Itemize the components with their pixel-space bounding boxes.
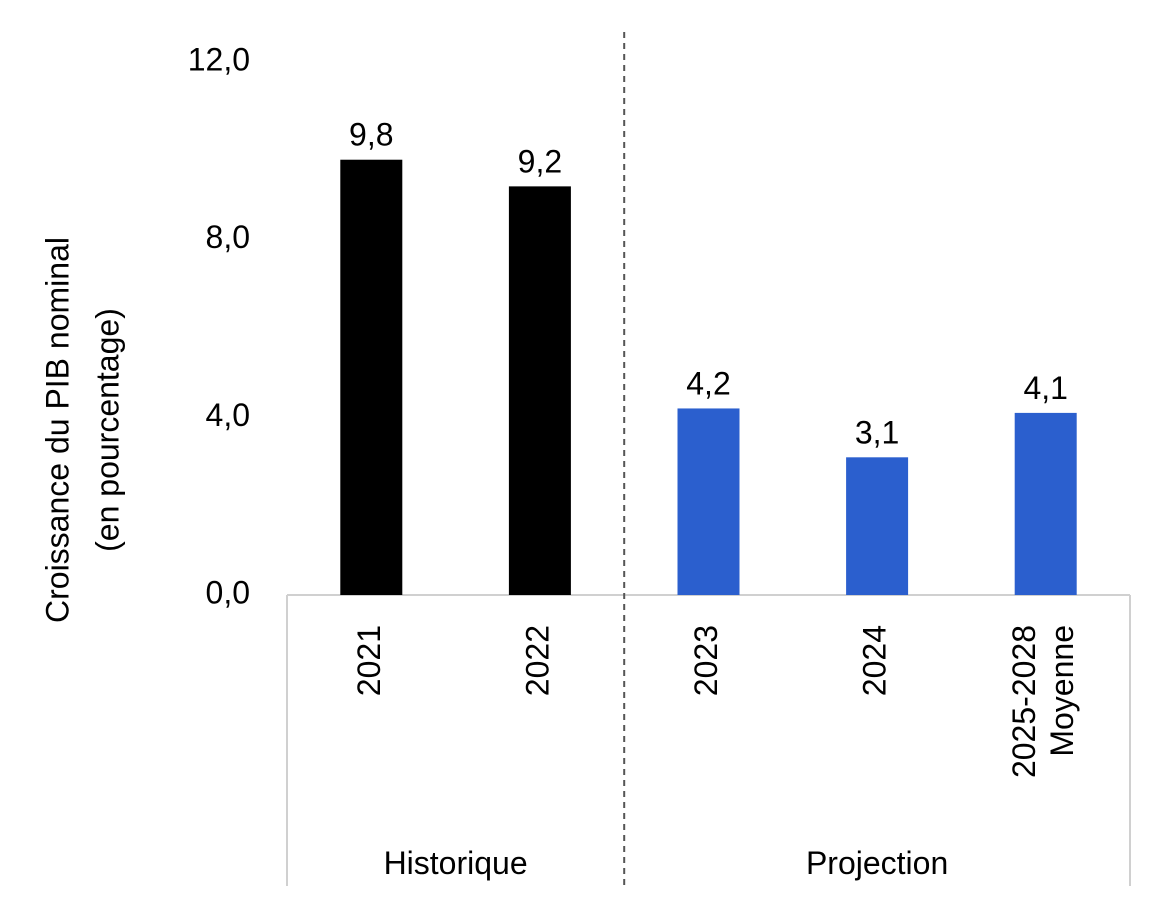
data-label: 9,8 (349, 117, 393, 153)
data-labels: 9,8 9,2 4,2 3,1 4,1 (349, 117, 1068, 451)
y-axis-title-line: Croissance du PIB nominal (39, 237, 75, 623)
category-label: 2025-2028 (1006, 625, 1042, 778)
bar-2023 (677, 408, 740, 595)
category-label: 2021 (351, 625, 387, 696)
data-label: 4,1 (1023, 370, 1067, 406)
category-label: 2023 (688, 625, 724, 696)
bar-2022 (508, 186, 571, 595)
bars (340, 159, 1077, 595)
y-axis-ticks: 0,0 4,0 8,0 12,0 (188, 41, 250, 610)
y-tick-label: 4,0 (206, 397, 250, 433)
y-tick-label: 0,0 (206, 574, 250, 610)
bar-2025-2028-moyenne (1014, 412, 1077, 595)
group-label-projection: Projection (806, 845, 948, 881)
category-labels: 2021 2022 2023 2024 2025-2028 Moyenne (351, 625, 1080, 778)
y-axis-title-line: (en pourcentage) (89, 308, 125, 552)
y-axis-title: Croissance du PIB nominal (en pourcentage… (39, 237, 125, 623)
bar-2024 (846, 457, 909, 595)
category-label: 2022 (519, 625, 555, 696)
group-label-historique: Historique (384, 845, 528, 881)
data-label: 4,2 (686, 365, 730, 401)
y-tick-label: 8,0 (206, 219, 250, 255)
y-tick-label: 12,0 (188, 41, 250, 77)
data-label: 9,2 (518, 143, 562, 179)
category-label: Moyenne (1044, 625, 1080, 757)
bar-2021 (340, 159, 403, 595)
category-label: 2024 (857, 625, 893, 696)
data-label: 3,1 (855, 414, 899, 450)
group-labels: Historique Projection (384, 845, 949, 881)
